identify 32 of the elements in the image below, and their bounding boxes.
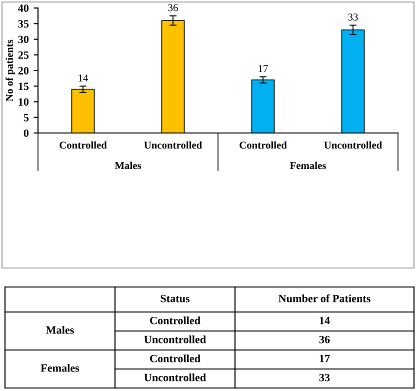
text: Status bbox=[160, 294, 190, 302]
x-tick-label: Uncontrolled bbox=[144, 141, 202, 149]
category-label: Controlled bbox=[150, 354, 200, 362]
data-label: 36 bbox=[168, 4, 178, 12]
data-label: 17 bbox=[320, 354, 330, 362]
data-label: 17 bbox=[258, 65, 268, 72]
x-tick-label: Controlled bbox=[60, 141, 107, 149]
y-tick-label: 25 bbox=[18, 51, 29, 59]
text: Females bbox=[40, 364, 80, 372]
y-tick-label: 10 bbox=[18, 98, 29, 106]
text: Males bbox=[46, 326, 74, 334]
y-tick-label: 40 bbox=[18, 4, 29, 12]
category-label: Controlled bbox=[150, 316, 200, 324]
text: Number of Patients bbox=[278, 294, 370, 302]
category-label: Uncontrolled bbox=[144, 335, 206, 344]
data-label: 14 bbox=[320, 316, 330, 324]
y-tick-label: 30 bbox=[18, 36, 29, 44]
category-label: Uncontrolled bbox=[144, 373, 206, 382]
y-tick-label: 0 bbox=[24, 129, 29, 137]
x-tick-label: Controlled bbox=[240, 141, 287, 149]
data-label: 36 bbox=[319, 336, 330, 344]
y-tick-label: 15 bbox=[18, 82, 29, 90]
data-label: 14 bbox=[78, 74, 88, 82]
data-label: 33 bbox=[319, 374, 330, 382]
data-label: 33 bbox=[348, 14, 358, 21]
text: Males bbox=[114, 162, 142, 170]
y-tick-label: 20 bbox=[18, 66, 29, 74]
y-axis-title: No of patients bbox=[6, 40, 16, 102]
y-tick-label: 35 bbox=[18, 20, 29, 28]
y-tick-label: 5 bbox=[24, 114, 29, 122]
x-tick-label: Uncontrolled bbox=[324, 141, 382, 149]
text: Females bbox=[290, 162, 326, 170]
